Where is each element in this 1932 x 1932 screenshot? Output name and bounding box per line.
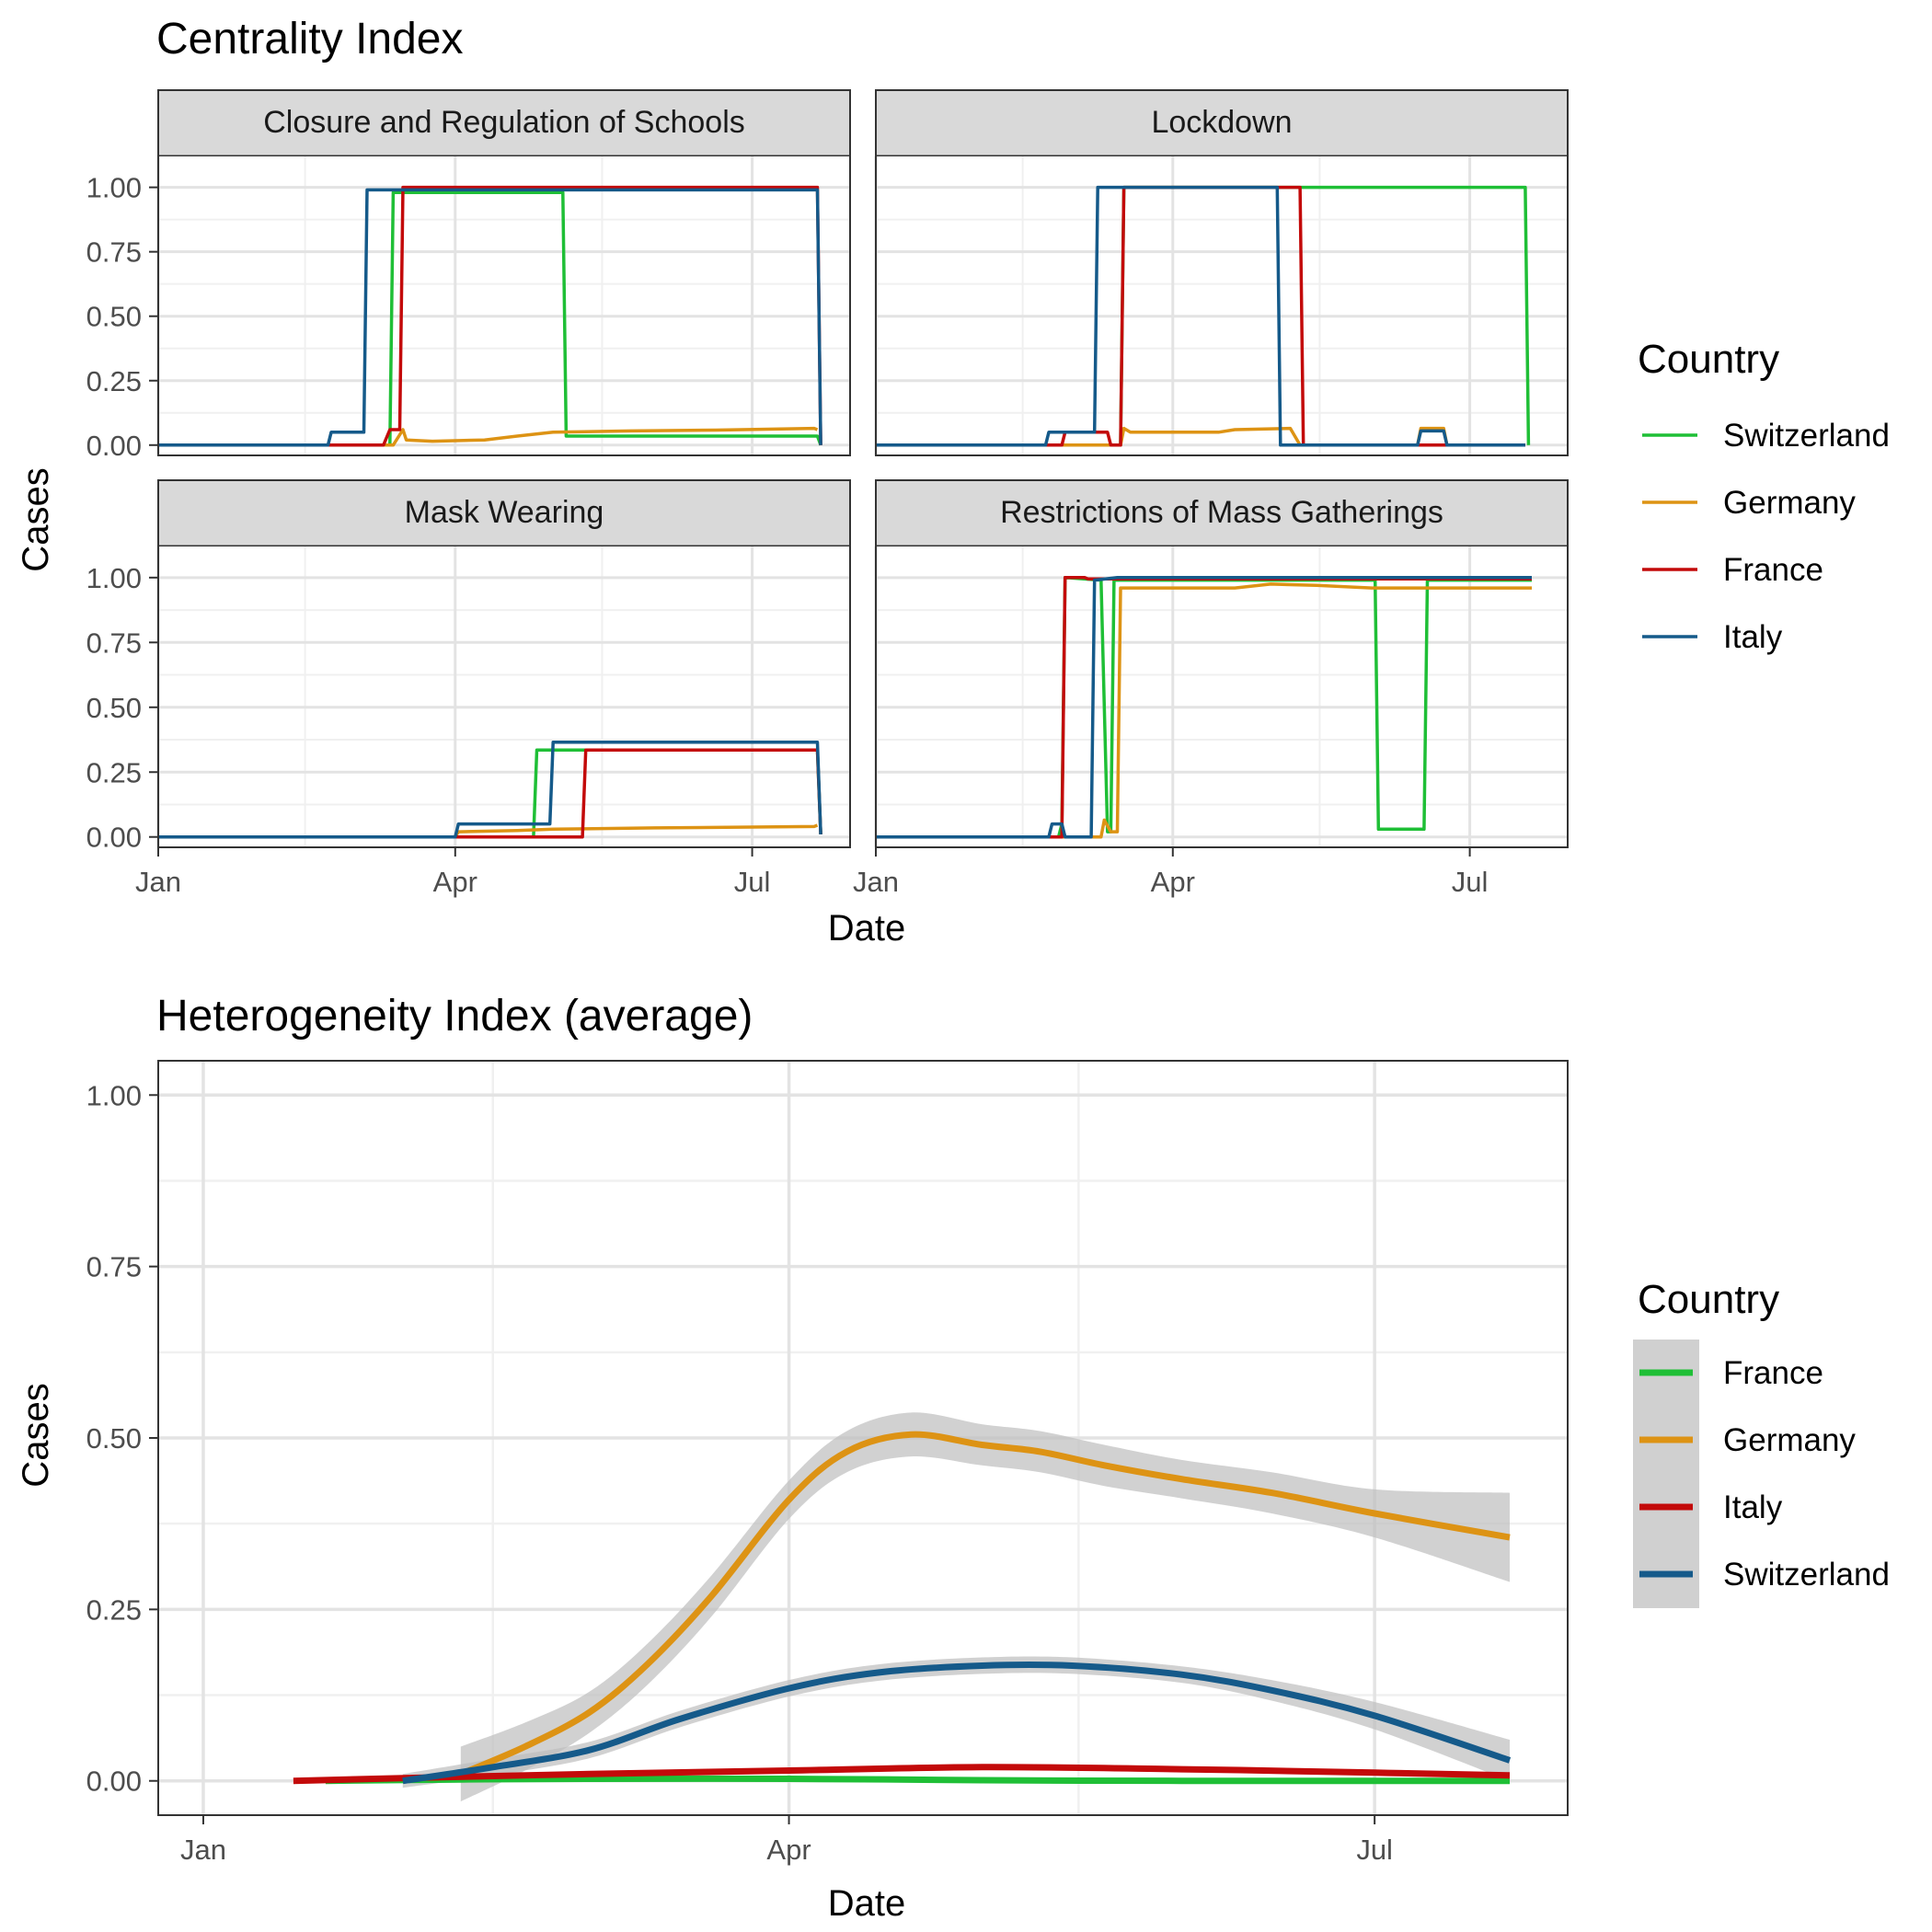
legend-top-title: Country xyxy=(1638,337,1779,382)
legend-bottom: Country France Germany Italy Switzerland xyxy=(1633,1277,1890,1608)
x-tick-label: Jan xyxy=(853,866,899,898)
y-tick-label: 0.25 xyxy=(86,365,142,397)
x-tick-label: Jul xyxy=(734,866,771,898)
y-tick-label: 0.25 xyxy=(86,756,142,788)
y-tick-label: 0.75 xyxy=(86,236,142,269)
y-tick-label: 1.00 xyxy=(86,172,142,204)
y-tick-label: 0.50 xyxy=(86,1422,142,1455)
facet-closure-schools: Closure and Regulation of Schools 0.00 0.2… xyxy=(86,89,851,462)
series-line-germany xyxy=(459,1431,1511,1777)
legend-label-france: France xyxy=(1723,552,1823,588)
x-tick-label: Jan xyxy=(180,1834,226,1866)
y-tick-label: 0.25 xyxy=(86,1593,142,1626)
confidence-band-switzerland xyxy=(402,1656,1510,1788)
legend-label-france: France xyxy=(1723,1355,1823,1391)
series-line-italy xyxy=(158,188,822,447)
panel-background xyxy=(158,156,850,455)
legend-label-germany: Germany xyxy=(1723,1422,1856,1458)
heterogeneity-title: Heterogeneity Index (average) xyxy=(156,992,753,1041)
y-tick-label: 0.75 xyxy=(86,627,142,659)
series-line-switzerland xyxy=(402,1661,1512,1785)
legend-label-switzerland: Switzerland xyxy=(1723,418,1890,454)
facet-strip xyxy=(157,479,851,547)
y-tick-label: 0.00 xyxy=(86,430,142,462)
y-tick-label: 1.00 xyxy=(86,562,142,594)
y-tick-label: 0.00 xyxy=(86,1765,142,1798)
series-line-italy xyxy=(876,576,1532,839)
x-tick-label: Jul xyxy=(1452,866,1489,898)
panel-background xyxy=(876,546,1568,847)
x-tick-label: Apr xyxy=(433,866,477,898)
facet-mask-wearing: Mask Wearing 0.00 0.25 0.50 0.75 1.00 Jan Apr Ju… xyxy=(86,479,851,898)
series-line-germany xyxy=(876,582,1532,839)
x-tick-label: Apr xyxy=(1151,866,1195,898)
facet-strip-label: Lockdown xyxy=(1151,105,1292,140)
panel-border xyxy=(875,89,1569,456)
series-line-germany xyxy=(158,426,819,447)
y-tick-label: 0.75 xyxy=(86,1251,142,1283)
panel-border xyxy=(157,479,851,848)
facet-strip-label: Restrictions of Mass Gatherings xyxy=(1000,495,1443,530)
panel-background xyxy=(158,546,850,847)
bottom-y-axis-title: Cases xyxy=(16,1383,56,1487)
legend-label-italy: Italy xyxy=(1723,619,1783,655)
bottom-x-axis-title: Date xyxy=(828,1883,906,1924)
series-line-france xyxy=(158,185,822,447)
centrality-title: Centrality Index xyxy=(156,15,464,63)
series-line-italy xyxy=(293,1764,1511,1785)
series-line-italy xyxy=(876,185,1525,447)
facet-strip-label: Closure and Regulation of Schools xyxy=(263,105,745,140)
x-tick-label: Apr xyxy=(766,1834,811,1866)
top-x-axis-title: Date xyxy=(828,908,906,949)
x-tick-label: Jan xyxy=(135,866,181,898)
legend-top: Country Switzerland Germany France Italy xyxy=(1638,337,1890,655)
panel-border xyxy=(875,479,1569,848)
y-tick-label: 0.50 xyxy=(86,301,142,333)
series-line-italy xyxy=(158,741,822,839)
y-tick-label: 1.00 xyxy=(86,1079,142,1111)
legend-bottom-title: Country xyxy=(1638,1277,1779,1322)
facet-strip-label: Mask Wearing xyxy=(405,495,604,530)
facet-lockdown: Lockdown xyxy=(874,89,1569,456)
y-tick-label: 0.00 xyxy=(86,822,142,854)
heterogeneity-plot: 0.00 0.25 0.50 0.75 1.00 Jan Apr Jul xyxy=(86,1060,1569,1866)
facet-mass-gatherings: Restrictions of Mass Gatherings Jan Apr Jul xyxy=(853,479,1569,898)
series-line-france xyxy=(876,185,1525,447)
panel-background xyxy=(876,156,1568,455)
top-y-axis-title: Cases xyxy=(16,467,56,571)
legend-label-switzerland: Switzerland xyxy=(1723,1557,1890,1593)
series-line-germany xyxy=(876,426,1525,447)
facet-strip xyxy=(157,89,851,157)
legend-label-germany: Germany xyxy=(1723,485,1856,521)
panel-border xyxy=(157,89,851,456)
y-tick-label: 0.50 xyxy=(86,692,142,724)
legend-label-italy: Italy xyxy=(1723,1489,1783,1525)
x-tick-label: Jul xyxy=(1356,1834,1393,1866)
